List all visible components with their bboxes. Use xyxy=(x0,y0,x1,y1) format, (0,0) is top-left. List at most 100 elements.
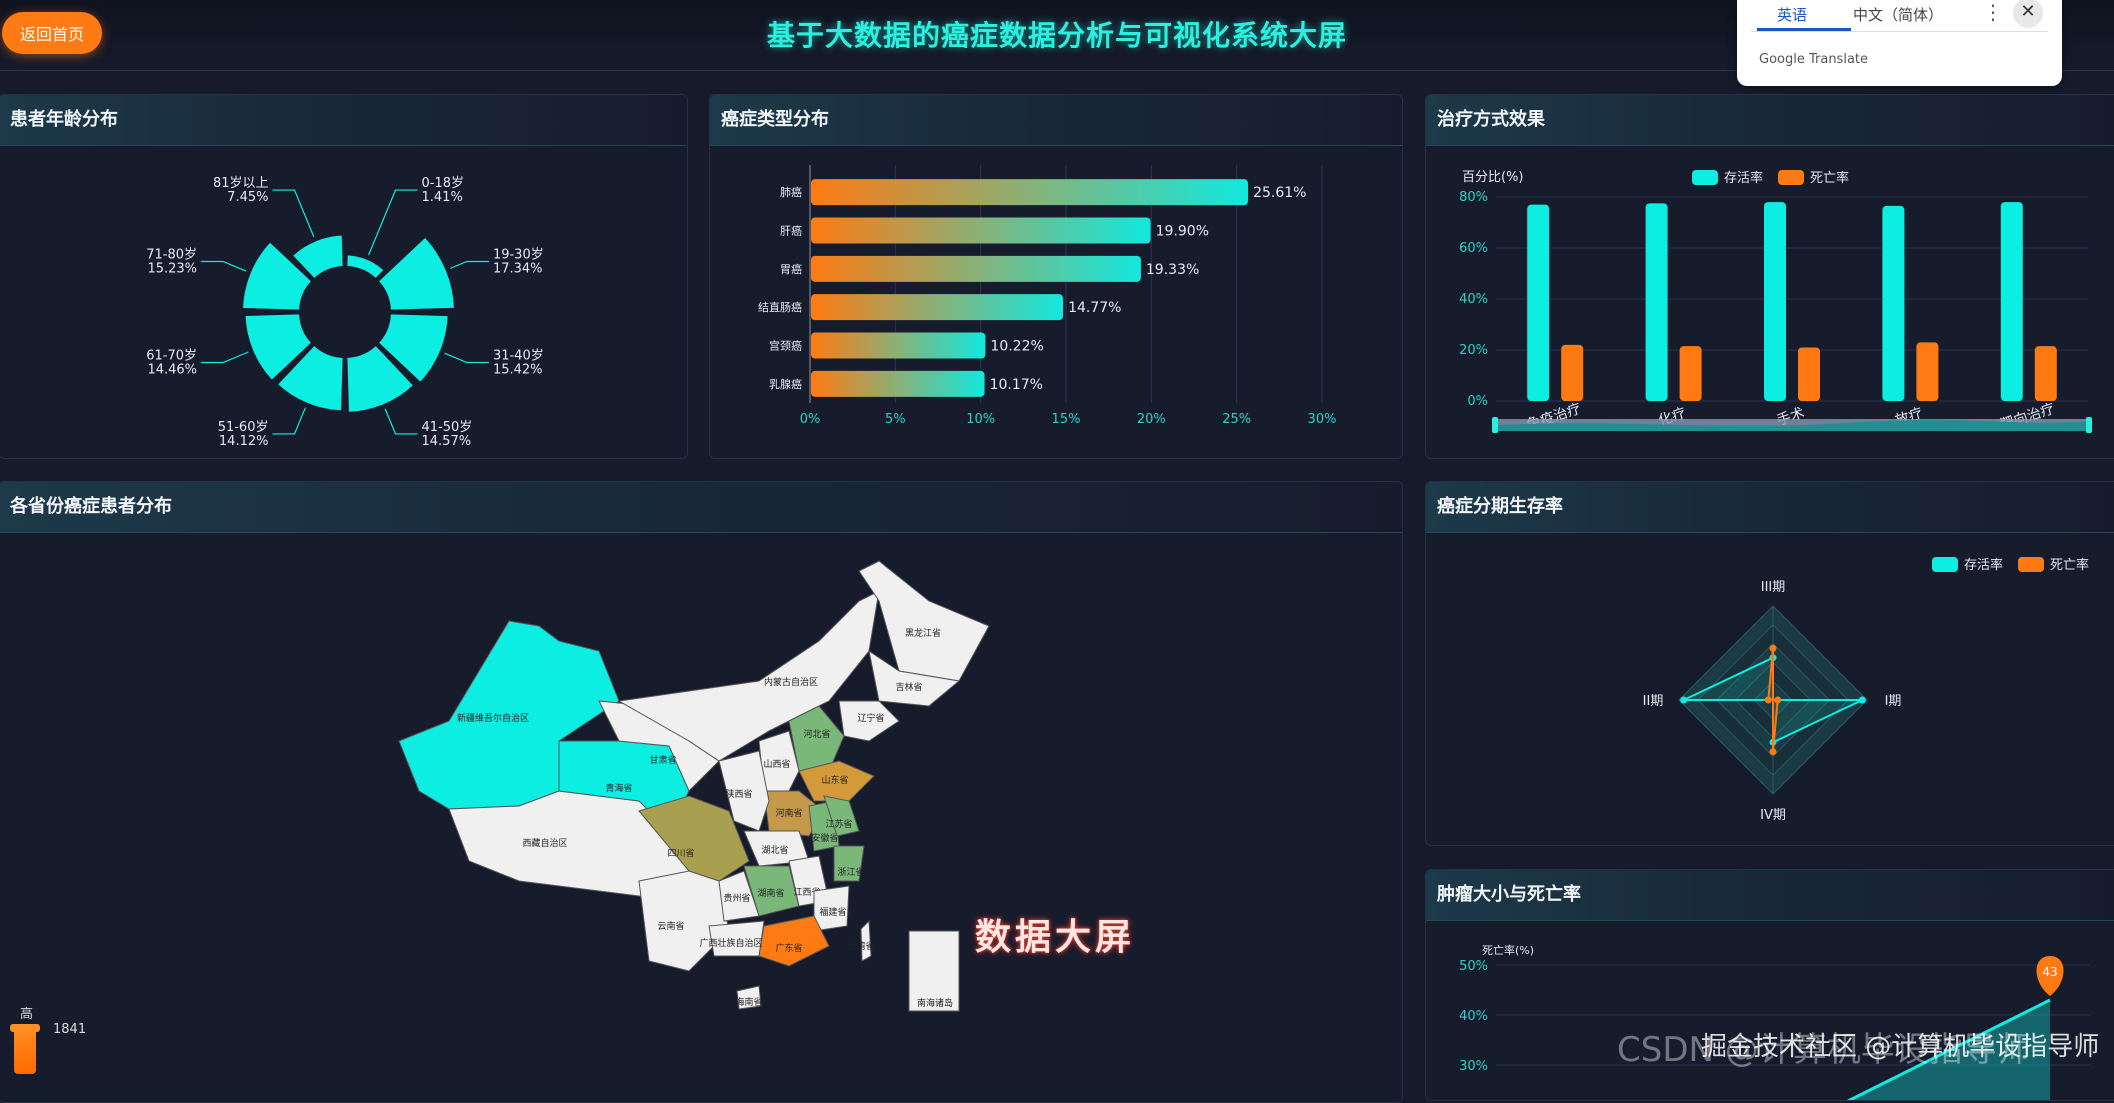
ct-x-tick: 30% xyxy=(1308,412,1337,427)
st-indicator-label: III期 xyxy=(1761,580,1786,595)
tr-zoom-area xyxy=(1498,420,2088,431)
map-region-label: 内蒙古自治区 xyxy=(764,676,818,688)
age-category-label: 51-60岁 xyxy=(218,420,269,435)
watermark: 掘金技术社区 @计算机毕设指导师 CSDN @计算机毕设指导师 xyxy=(1617,1022,2099,1071)
map-region xyxy=(708,920,765,957)
age-rose-slice xyxy=(290,233,345,281)
ct-category-label: 乳腺癌 xyxy=(769,377,802,391)
tr-zoom-handle xyxy=(2086,417,2092,433)
tr-legend-swatch xyxy=(1778,170,1804,185)
tumor-panel: 肿瘤大小与死亡率 死亡率(%) 30% 40% 50% 43 xyxy=(1425,869,2114,1101)
age-category-label: 19-30岁 xyxy=(493,247,544,262)
map-region-label: 四川省 xyxy=(667,847,694,859)
translate-tab-english[interactable]: 英语 xyxy=(1777,6,1808,24)
watermark-juejin: 掘金技术社区 @计算机毕设指导师 xyxy=(1701,1032,2100,1062)
map-region-label: 新疆维吾尔自治区 xyxy=(457,712,529,724)
tr-bar xyxy=(1527,204,1550,401)
age-label-line xyxy=(368,189,418,256)
map-region xyxy=(718,750,770,832)
map-region-label: 湖北省 xyxy=(761,844,788,856)
age-category-label: 71-80岁 xyxy=(146,247,197,262)
map-region-label: 山东省 xyxy=(821,774,848,786)
map-legend-bar xyxy=(14,1026,36,1074)
ct-value-label: 14.77% xyxy=(1068,300,1121,316)
ct-bar xyxy=(811,255,1141,282)
tu-max-marker-label: 43 xyxy=(2042,965,2057,979)
tr-y-tick: 40% xyxy=(1459,292,1488,307)
map-region-label: 吉林省 xyxy=(895,681,922,693)
ct-value-label: 19.90% xyxy=(1156,224,1209,240)
cancer-type-bar-chart: 0% 5% 10% 15% 20% 25% 30% 肺癌 25.61% 肝癌 19.90% 胃癌 19.… xyxy=(758,165,1337,427)
map-region-label: 辽宁省 xyxy=(857,712,884,724)
ct-bar xyxy=(811,370,985,397)
age-rose-slice xyxy=(376,235,456,312)
map-region-label: 山西省 xyxy=(763,758,790,770)
map-region-label: 台湾省 xyxy=(847,940,874,952)
translate-popup: 英语 中文（简体） ⋮ ✕ Google Translate xyxy=(1737,0,2062,86)
age-label-line xyxy=(201,351,249,364)
age-rose-slice xyxy=(275,343,345,413)
st-series-point xyxy=(1774,696,1782,704)
ct-value-label: 10.22% xyxy=(990,339,1043,355)
treatment-panel-title: 治疗方式效果 xyxy=(1426,95,2114,146)
cancer-type-panel: 癌症类型分布 0% 5% 10% 15% 20% 25% 30% 肺癌 25.61% 肝癌 19.9… xyxy=(709,94,1403,459)
translate-tab-chinese[interactable]: 中文（简体） xyxy=(1853,6,1944,24)
age-value-label: 1.41% xyxy=(422,190,463,205)
ct-value-label: 19.33% xyxy=(1146,262,1199,278)
age-value-label: 14.57% xyxy=(422,434,472,449)
map-region xyxy=(823,795,860,837)
translate-brand: Google Translate xyxy=(1759,52,1869,67)
map-legend-value: 1841 xyxy=(53,1022,87,1037)
ct-value-label: 25.61% xyxy=(1253,185,1306,201)
map-region xyxy=(868,649,961,707)
translate-divider xyxy=(1751,31,2048,32)
map-region xyxy=(838,700,900,742)
age-label-line xyxy=(444,352,489,364)
tr-bar xyxy=(2034,346,2057,401)
ct-bar xyxy=(811,217,1151,244)
tr-y-tick: 0% xyxy=(1467,394,1488,409)
tr-bar xyxy=(1882,205,1905,401)
tumor-panel-title: 肿瘤大小与死亡率 xyxy=(1426,870,2114,921)
tr-legend-label: 死亡率 xyxy=(1810,170,1849,186)
map-region-label: 河北省 xyxy=(803,728,830,740)
tr-y-tick: 20% xyxy=(1459,343,1488,358)
tu-y-axis-label: 死亡率(%) xyxy=(1482,943,1534,957)
age-category-label: 31-40岁 xyxy=(493,349,544,364)
tr-legend-label: 存活率 xyxy=(1724,170,1763,186)
ct-x-tick: 10% xyxy=(966,412,995,427)
ct-x-tick: 0% xyxy=(800,412,821,427)
tr-bar xyxy=(2000,202,2023,401)
stage-radar-chart: I期 II期 III期 IV期 存活率 死亡率 xyxy=(1643,557,2089,823)
age-category-label: 81岁以上 xyxy=(213,176,269,191)
age-label-line xyxy=(272,189,315,237)
age-category-label: 41-50岁 xyxy=(422,420,473,435)
map-legend-handle[interactable] xyxy=(10,1024,40,1032)
more-options-icon[interactable]: ⋮ xyxy=(1983,0,2003,24)
map-region xyxy=(858,560,990,682)
map-region-label: 湖南省 xyxy=(757,887,784,899)
age-value-label: 14.12% xyxy=(219,434,269,449)
ct-x-tick: 5% xyxy=(885,412,906,427)
age-value-label: 15.23% xyxy=(147,261,197,276)
close-icon[interactable]: ✕ xyxy=(2013,0,2043,28)
cancer-type-panel-title: 癌症类型分布 xyxy=(710,95,1402,146)
map-region-label: 南海诸岛 xyxy=(917,997,953,1009)
home-button[interactable]: 返回首页 xyxy=(2,12,102,54)
tumor-line-chart: 死亡率(%) 30% 40% 50% 43 xyxy=(1459,943,2090,1100)
st-legend-label: 存活率 xyxy=(1964,557,2003,573)
map-legend-high: 高 xyxy=(20,1007,34,1022)
st-indicator-label: IV期 xyxy=(1760,808,1786,823)
tr-bar xyxy=(1645,203,1668,401)
treatment-panel: 治疗方式效果 0% 20% 40% 60% 80% 百分比(%) 存活率 死亡率 免疫治疗 化疗手… xyxy=(1425,94,2114,459)
tu-y-tick: 30% xyxy=(1459,1059,1488,1074)
ct-x-tick: 25% xyxy=(1222,412,1251,427)
tu-y-tick: 50% xyxy=(1459,959,1488,974)
map-region xyxy=(833,845,865,882)
ct-bar xyxy=(811,332,986,359)
ct-bar xyxy=(811,294,1064,321)
translate-tab-underline xyxy=(1757,28,1851,31)
map-region-label: 云南省 xyxy=(657,920,684,932)
